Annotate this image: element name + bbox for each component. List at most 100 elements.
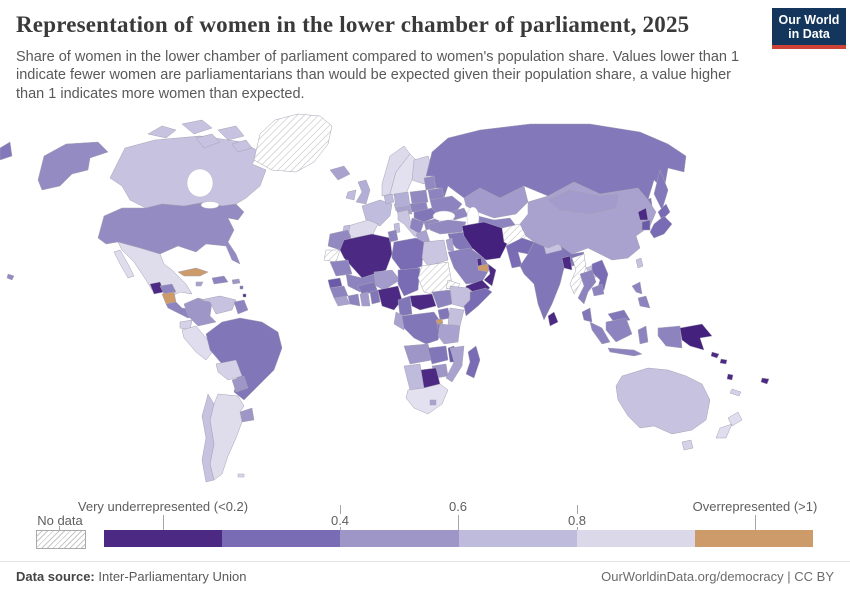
country-iceland[interactable] [329, 165, 351, 181]
country-chile[interactable] [201, 393, 215, 483]
indonesia-sulawesi[interactable] [637, 325, 649, 345]
country-namibia[interactable] [403, 363, 425, 391]
country-somalia[interactable] [463, 287, 493, 317]
country-tanzania[interactable] [437, 323, 461, 345]
country-nigeria[interactable] [377, 285, 403, 311]
indonesia-borneo[interactable] [605, 317, 633, 343]
legend-bin-under-02[interactable] [104, 530, 223, 547]
country-iran[interactable] [461, 221, 509, 261]
country-vanuatu[interactable] [726, 373, 734, 381]
solomon-islands[interactable] [719, 358, 728, 365]
country-egypt[interactable] [421, 239, 449, 267]
country-bangladesh[interactable] [561, 255, 573, 271]
country-jamaica[interactable] [195, 281, 204, 287]
country-cameroon[interactable] [397, 295, 413, 317]
country-peru[interactable] [181, 325, 215, 361]
lesser-antilles-island[interactable] [242, 293, 247, 298]
country-qatar[interactable] [476, 257, 483, 267]
country-sri-lanka[interactable] [547, 311, 559, 327]
legend-bin-04-06[interactable] [340, 530, 459, 547]
legend-no-data-swatch[interactable] [36, 530, 86, 549]
country-thailand[interactable] [577, 269, 597, 305]
benelux[interactable] [383, 193, 395, 205]
country-uruguay[interactable] [239, 407, 255, 423]
guyanas[interactable] [233, 299, 249, 315]
new-caledonia[interactable] [729, 388, 742, 397]
togo-benin[interactable] [369, 289, 381, 305]
baja-california[interactable] [113, 249, 135, 279]
country-madagascar[interactable] [465, 345, 481, 379]
country-argentina[interactable] [209, 393, 245, 481]
country-russia[interactable] [425, 123, 687, 201]
country-australia[interactable] [615, 367, 711, 435]
country-mozambique[interactable] [445, 345, 465, 383]
indonesia-java[interactable] [607, 347, 643, 357]
country-poland[interactable] [409, 189, 429, 205]
country-oman[interactable] [483, 263, 497, 287]
country-ghana[interactable] [359, 291, 371, 307]
country-rwanda[interactable] [435, 318, 444, 325]
country-south-korea[interactable] [641, 219, 651, 231]
country-honduras[interactable] [159, 283, 177, 295]
country-greenland[interactable] [253, 113, 333, 173]
legend-bin-02-04[interactable] [222, 530, 341, 547]
hungary-romania[interactable] [413, 207, 439, 223]
legend-bin-over-1[interactable] [694, 530, 814, 547]
country-france[interactable] [361, 199, 393, 227]
indonesia-sumatra[interactable] [589, 321, 611, 345]
country-north-korea[interactable] [637, 207, 649, 221]
country-angola[interactable] [403, 343, 433, 365]
country-mexico[interactable] [117, 241, 193, 297]
country-usa[interactable] [97, 201, 245, 265]
country-algeria[interactable] [339, 233, 393, 279]
country-turkey[interactable] [427, 219, 467, 235]
philippines-luzon[interactable] [631, 281, 643, 295]
country-zambia[interactable] [427, 345, 449, 365]
country-colombia[interactable] [183, 297, 217, 327]
country-uae[interactable] [477, 263, 489, 273]
new-zealand-south-island[interactable] [715, 423, 733, 439]
country-taiwan[interactable] [635, 257, 644, 269]
country-tunisia[interactable] [387, 229, 399, 243]
western-sahara[interactable] [323, 249, 341, 263]
country-germany[interactable] [393, 191, 411, 209]
country-uganda[interactable] [437, 307, 451, 321]
hawaii-islands[interactable] [6, 273, 15, 281]
legend-bin-08-1[interactable] [576, 530, 695, 547]
indonesia-west-papua[interactable] [657, 325, 683, 349]
country-alaska[interactable] [37, 141, 109, 191]
country-pakistan[interactable] [505, 237, 535, 269]
country-ireland[interactable] [345, 189, 357, 201]
owid-logo[interactable]: Our World in Data [772, 8, 846, 49]
country-ivory-coast[interactable] [347, 293, 361, 307]
country-lesotho[interactable] [429, 399, 437, 406]
kamchatka-peninsula[interactable] [653, 169, 669, 211]
country-fiji[interactable] [760, 377, 770, 385]
country-saudi-arabia[interactable] [447, 247, 491, 285]
sierra-leone-liberia[interactable] [333, 295, 351, 307]
country-mongolia[interactable] [547, 189, 619, 215]
country-kenya[interactable] [447, 307, 465, 327]
canada-arctic-island[interactable] [231, 139, 253, 153]
country-bolivia[interactable] [215, 359, 243, 381]
country-puerto-rico[interactable] [231, 278, 241, 285]
country-south-africa[interactable] [405, 383, 449, 415]
philippines-mindanao[interactable] [637, 295, 651, 309]
legend-bin-06-08[interactable] [458, 530, 577, 547]
country-cuba[interactable] [177, 267, 209, 277]
tasmania-island[interactable] [681, 439, 694, 451]
lesser-antilles-island[interactable] [239, 285, 244, 290]
footer-credit[interactable]: OurWorldinData.org/democracy | CC BY [601, 569, 834, 584]
canada-arctic-island[interactable] [181, 119, 213, 135]
new-zealand-north-island[interactable] [727, 411, 743, 427]
country-japan-honshu[interactable] [649, 215, 673, 239]
country-venezuela[interactable] [199, 295, 237, 315]
country-malaysia-peninsula[interactable] [581, 307, 593, 323]
canada-arctic-island[interactable] [217, 125, 245, 141]
country-cambodia[interactable] [591, 283, 605, 297]
country-niger[interactable] [373, 269, 401, 291]
russia-west-edge-fragment[interactable] [0, 141, 13, 161]
falkland-islands[interactable] [237, 473, 245, 478]
congo-gabon[interactable] [393, 311, 405, 331]
country-central-african-republic[interactable] [409, 293, 437, 311]
